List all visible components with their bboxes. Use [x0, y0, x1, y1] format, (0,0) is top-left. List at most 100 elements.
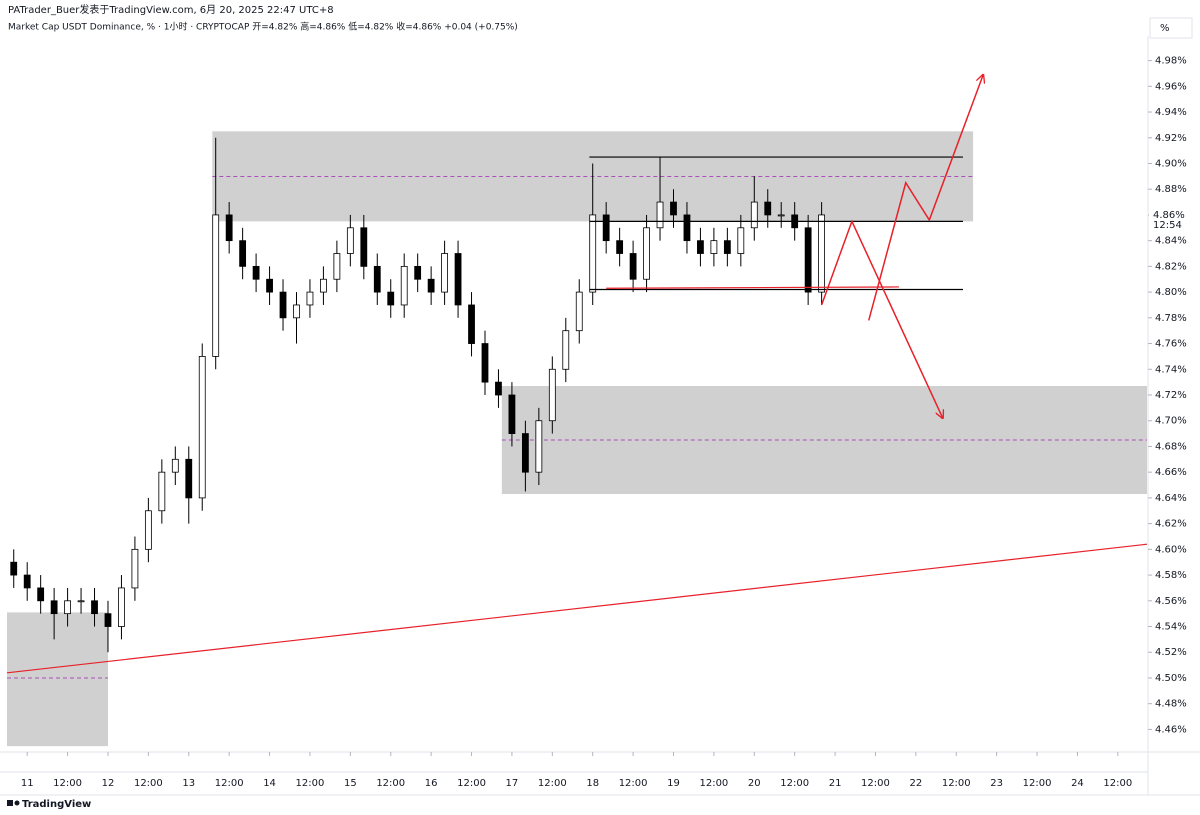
candle-body — [239, 240, 247, 267]
x-tick-label: 15 — [344, 778, 357, 789]
y-tick-label: 4.92% — [1155, 133, 1187, 144]
candle-body — [441, 253, 448, 293]
candle-body — [104, 613, 112, 627]
x-tick-label: 11 — [21, 778, 34, 789]
x-tick-label: 12 — [102, 778, 115, 789]
candle-body — [400, 265, 408, 306]
candle-body — [468, 304, 475, 344]
candle-body — [225, 214, 233, 242]
candle-body — [508, 394, 516, 434]
x-tick-label: 17 — [506, 778, 519, 789]
y-tick-label: 4.56% — [1155, 596, 1187, 607]
x-tick-label: 12:00 — [376, 778, 405, 789]
candle-body — [521, 433, 529, 473]
x-tick-label: 12:00 — [619, 778, 648, 789]
candle-body — [697, 240, 704, 254]
y-tick-label: 4.80% — [1155, 287, 1187, 298]
candle-body — [10, 561, 18, 576]
candle-body — [23, 574, 31, 589]
y-tick-label: 4.82% — [1155, 261, 1187, 272]
candle-body — [737, 227, 745, 254]
x-tick-label: 14 — [263, 778, 276, 789]
candle-body — [171, 458, 179, 473]
unit-box — [1149, 17, 1193, 39]
candle-body — [212, 214, 220, 357]
candle-body — [320, 278, 327, 293]
trend-line — [606, 286, 900, 289]
candle-body — [602, 214, 610, 242]
x-tick-label: 22 — [909, 778, 922, 789]
candle-body — [293, 304, 300, 319]
x-tick-label: 18 — [586, 778, 599, 789]
candle-body — [266, 278, 273, 293]
logo — [7, 800, 20, 806]
candle-body — [131, 548, 139, 589]
x-tick-label: 24 — [1071, 778, 1084, 789]
candle-body — [77, 600, 85, 603]
candle-body — [818, 214, 826, 293]
candle-body — [575, 291, 583, 332]
candle-body — [670, 201, 677, 216]
candle-body — [91, 600, 98, 615]
x-tick-label: 12:00 — [1023, 778, 1052, 789]
y-tick-label: 4.96% — [1155, 81, 1187, 92]
candle-body — [804, 227, 812, 293]
trend-line — [6, 543, 1148, 674]
countdown: 12:54 — [1153, 220, 1182, 231]
y-tick-label: 4.62% — [1155, 519, 1187, 530]
x-tick-label: 12:00 — [296, 778, 325, 789]
candle-body — [333, 253, 341, 280]
candle-body — [683, 214, 691, 242]
y-tick-label: 4.64% — [1155, 493, 1187, 504]
x-tick-label: 12:00 — [457, 778, 486, 789]
y-tick-label: 4.98% — [1155, 56, 1187, 67]
candle-body — [279, 291, 287, 319]
candle-body — [589, 214, 597, 293]
y-tick-label: 4.70% — [1155, 416, 1187, 427]
x-tick-label: 12:00 — [780, 778, 809, 789]
candle-body — [50, 600, 58, 615]
candle-body — [481, 343, 489, 383]
unit-label: % — [1160, 23, 1170, 34]
candle-body — [454, 253, 462, 306]
x-tick-label: 13 — [182, 778, 195, 789]
x-tick-label: 12:00 — [215, 778, 244, 789]
brand: TradingView — [22, 799, 91, 810]
candle-body — [656, 201, 664, 229]
x-tick-label: 20 — [748, 778, 761, 789]
y-tick-label: 4.52% — [1155, 647, 1187, 658]
y-tick-label: 4.88% — [1155, 184, 1187, 195]
y-tick-label: 4.74% — [1155, 364, 1187, 375]
candle-body — [387, 291, 395, 306]
x-tick-label: 12:00 — [699, 778, 728, 789]
y-tick-label: 4.66% — [1155, 467, 1187, 478]
y-tick-label: 4.76% — [1155, 339, 1187, 350]
candle-body — [37, 587, 45, 602]
candle-body — [373, 265, 381, 293]
candle-body — [252, 265, 260, 280]
y-tick-label: 4.58% — [1155, 570, 1187, 581]
candle-body — [427, 278, 435, 293]
candle-body — [629, 253, 637, 280]
x-tick-label: 19 — [667, 778, 680, 789]
last-price-label: 4.86% — [1153, 210, 1185, 221]
candle-body — [750, 201, 758, 229]
candle-body — [185, 458, 193, 499]
candle-body — [346, 227, 354, 254]
plot — [6, 75, 1148, 747]
candle-body — [158, 471, 166, 512]
x-tick-label: 12:00 — [1103, 778, 1132, 789]
candle-body — [144, 510, 152, 550]
candle-body — [118, 587, 125, 627]
x-tick-label: 12:00 — [538, 778, 567, 789]
x-tick-label: 12:00 — [861, 778, 890, 789]
x-tick-label: 12:00 — [942, 778, 971, 789]
y-tick-label: 4.46% — [1155, 724, 1187, 735]
chart-title: Market Cap USDT Dominance, % · 1小时 · CRY… — [8, 21, 518, 33]
projection-arrow — [868, 75, 983, 321]
y-tick-label: 4.68% — [1155, 441, 1187, 452]
candle-body — [198, 356, 206, 499]
x-tick-label: 16 — [425, 778, 438, 789]
